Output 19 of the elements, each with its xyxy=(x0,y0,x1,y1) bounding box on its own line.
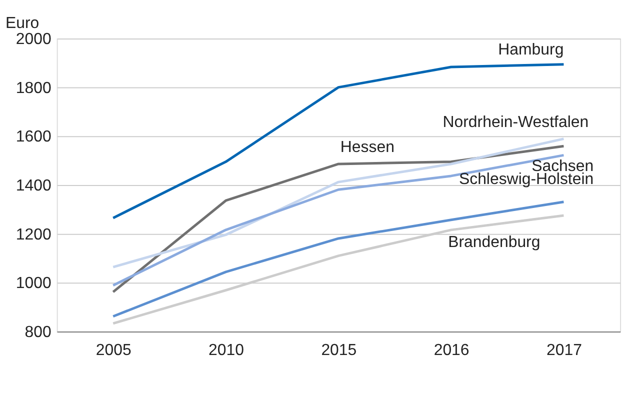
y-tick-label: 1600 xyxy=(16,128,52,146)
y-tick-label: 1800 xyxy=(16,80,52,97)
x-tick-label: 2016 xyxy=(434,342,470,359)
series-label: Schleswig-Holstein xyxy=(458,170,594,188)
series-label: Hessen xyxy=(340,139,394,156)
x-tick-label: 2017 xyxy=(546,342,582,359)
x-tick-label: 2010 xyxy=(208,342,244,359)
x-tick-label: 2005 xyxy=(96,342,132,359)
y-tick-label: 800 xyxy=(24,324,52,342)
line-series xyxy=(112,200,565,318)
y-tick-label: 2000 xyxy=(16,30,52,48)
y-tick-label: 1000 xyxy=(16,275,52,292)
series-label: Brandenburg xyxy=(448,234,540,251)
x-tick-label: 2015 xyxy=(321,342,357,359)
y-tick-label: 1400 xyxy=(16,177,52,194)
y-tick-label: 1200 xyxy=(16,226,52,244)
series-label: Hamburg xyxy=(498,41,564,58)
y-axis-title: Euro xyxy=(5,14,40,32)
series-label: Nordrhein-Westfalen xyxy=(442,114,589,131)
